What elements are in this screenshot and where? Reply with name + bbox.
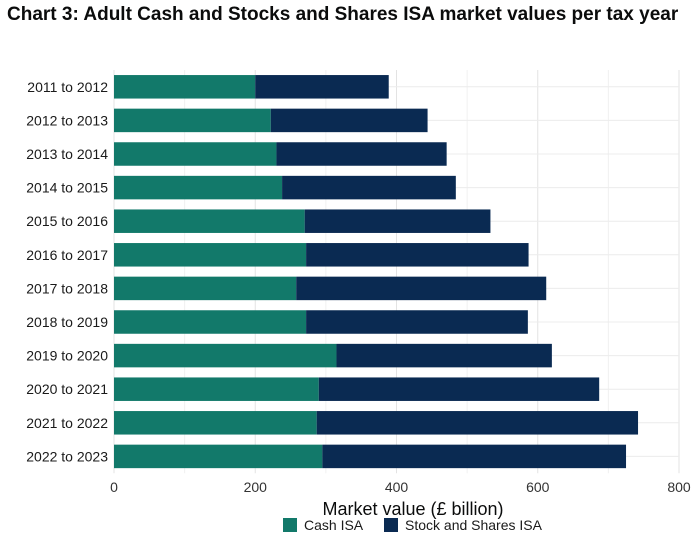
- category-label: 2013 to 2014: [26, 146, 108, 162]
- x-tick-label: 0: [110, 479, 118, 495]
- bar-cash-isa: [114, 175, 283, 200]
- legend-label-cash-isa: Cash ISA: [304, 517, 364, 533]
- category-label: 2022 to 2023: [26, 448, 108, 464]
- category-labels: 2011 to 2012 2012 to 2013 2013 to 2014 2014…: [26, 79, 108, 465]
- bar-stock-and-shares-isa: [270, 108, 428, 133]
- bar-stock-and-shares-isa: [276, 142, 447, 166]
- x-tick-label: 800: [667, 479, 691, 495]
- legend: Cash ISA Stock and Shares ISA: [283, 517, 543, 533]
- bar-cash-isa: [114, 276, 297, 301]
- bar-cash-isa: [114, 75, 256, 99]
- bar-stock-and-shares-isa: [322, 444, 627, 469]
- bar-cash-isa: [114, 310, 307, 334]
- category-label: 2011 to 2012: [27, 79, 108, 95]
- bar-stock-and-shares-isa: [282, 175, 456, 200]
- x-tick-labels: 0 200 400 600 800: [110, 479, 691, 495]
- bar-stock-and-shares-isa: [304, 209, 491, 233]
- legend-label-stock-and-shares-isa: Stock and Shares ISA: [405, 517, 543, 533]
- bar-stock-and-shares-isa: [336, 343, 552, 368]
- bar-stock-and-shares-isa: [316, 411, 639, 435]
- bar-stock-and-shares-isa: [255, 75, 389, 99]
- bar-stock-and-shares-isa: [318, 377, 600, 401]
- category-label: 2016 to 2017: [26, 247, 108, 263]
- legend-swatch-stock-and-shares-isa: [384, 518, 398, 532]
- category-label: 2012 to 2013: [26, 112, 108, 128]
- bar-stock-and-shares-isa: [306, 243, 529, 267]
- x-axis-title: Market value (£ billion): [322, 499, 503, 519]
- category-label: 2021 to 2022: [26, 415, 108, 431]
- category-label: 2020 to 2021: [26, 381, 108, 397]
- bar-cash-isa: [114, 377, 319, 401]
- bar-cash-isa: [114, 209, 305, 233]
- x-tick-label: 200: [244, 479, 268, 495]
- category-label: 2015 to 2016: [26, 213, 108, 229]
- bar-stock-and-shares-isa: [306, 310, 528, 334]
- category-label: 2014 to 2015: [26, 180, 108, 196]
- legend-swatch-cash-isa: [283, 518, 297, 532]
- bar-cash-isa: [114, 108, 271, 133]
- bar-stock-and-shares-isa: [296, 276, 547, 301]
- bars: [114, 75, 639, 469]
- category-label: 2018 to 2019: [26, 314, 108, 330]
- bar-cash-isa: [114, 411, 317, 435]
- bar-cash-isa: [114, 243, 307, 267]
- bar-cash-isa: [114, 142, 277, 166]
- chart-title: Chart 3: Adult Cash and Stocks and Share…: [7, 4, 679, 25]
- bar-cash-isa: [114, 343, 337, 368]
- x-tick-label: 400: [385, 479, 409, 495]
- category-label: 2017 to 2018: [26, 280, 108, 296]
- category-label: 2019 to 2020: [26, 348, 108, 364]
- x-tick-label: 600: [526, 479, 550, 495]
- bar-cash-isa: [114, 444, 323, 469]
